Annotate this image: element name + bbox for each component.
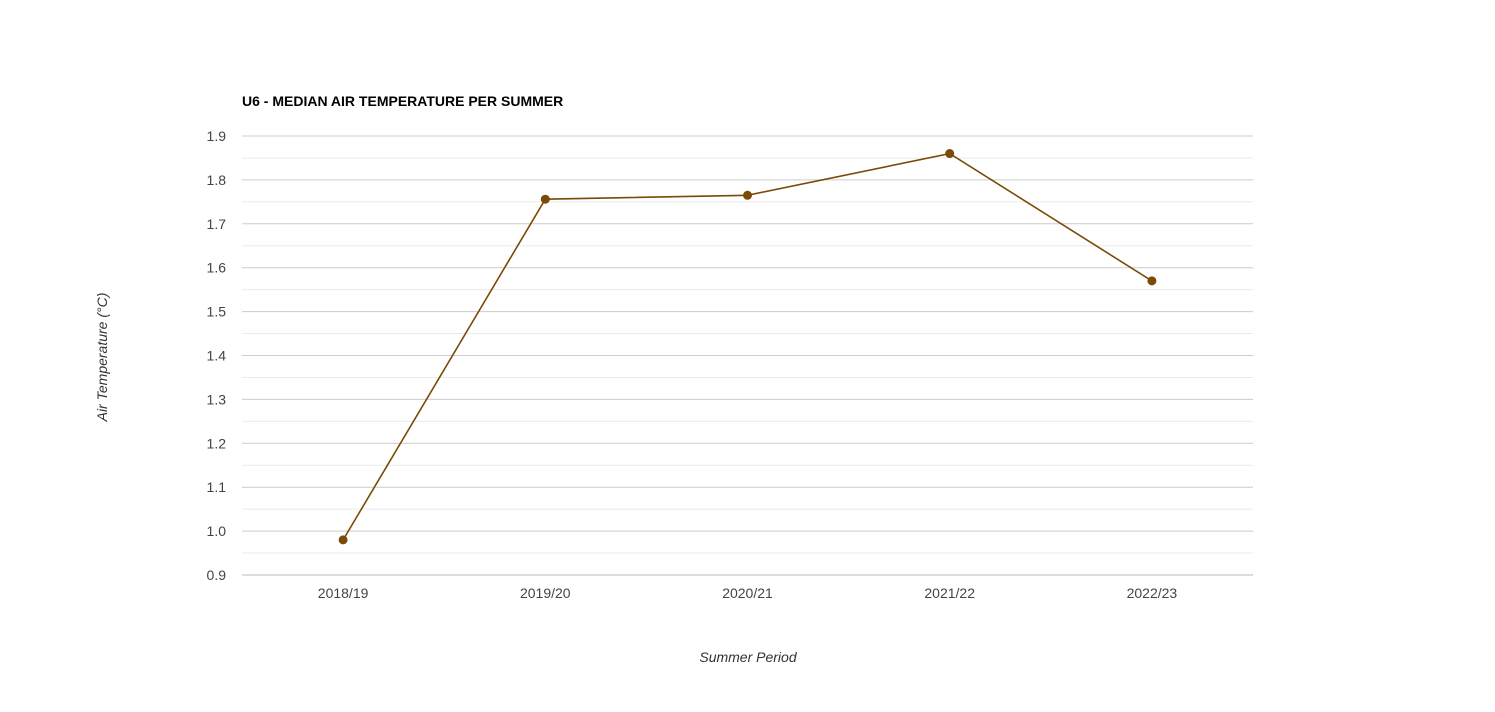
- data-point[interactable]: [1147, 276, 1157, 286]
- y-tick-label: 1.3: [207, 391, 227, 407]
- data-point[interactable]: [945, 149, 955, 159]
- grid: [242, 135, 1253, 576]
- y-tick-label: 1.4: [207, 348, 227, 364]
- data-point[interactable]: [540, 194, 550, 204]
- data-point[interactable]: [743, 190, 752, 200]
- x-tick-label: 2018/19: [318, 585, 369, 601]
- x-tick-label: 2021/22: [924, 585, 975, 601]
- y-tick-label: 1.9: [207, 128, 227, 144]
- data-point[interactable]: [338, 535, 348, 545]
- y-tick-label: 1.8: [207, 172, 227, 188]
- series-group: [338, 149, 1157, 545]
- y-tick-label: 0.9: [207, 567, 227, 583]
- x-tick-label: 2019/20: [520, 585, 571, 601]
- x-axis-ticks: 2018/19 2019/20 2020/21 2021/22 2022/23: [318, 585, 1178, 601]
- x-tick-label: 2022/23: [1127, 585, 1178, 601]
- y-axis-label: Air Temperature (°C): [94, 293, 110, 423]
- x-axis-label: Summer Period: [699, 649, 797, 665]
- y-tick-label: 1.1: [207, 479, 227, 495]
- y-tick-label: 1.5: [207, 304, 227, 320]
- x-tick-label: 2020/21: [722, 585, 773, 601]
- y-axis-ticks: 0.9 1.0 1.1 1.2 1.3 1.4 1.5 1.6 1.7 1.8 1.9: [207, 128, 227, 583]
- chart-title: U6 - MEDIAN AIR TEMPERATURE PER SUMMER: [242, 93, 563, 109]
- y-tick-label: 1.0: [207, 523, 227, 539]
- series-line: [342, 152, 1153, 541]
- y-tick-label: 1.2: [207, 435, 227, 451]
- y-tick-label: 1.7: [207, 216, 227, 232]
- y-tick-label: 1.6: [207, 260, 227, 276]
